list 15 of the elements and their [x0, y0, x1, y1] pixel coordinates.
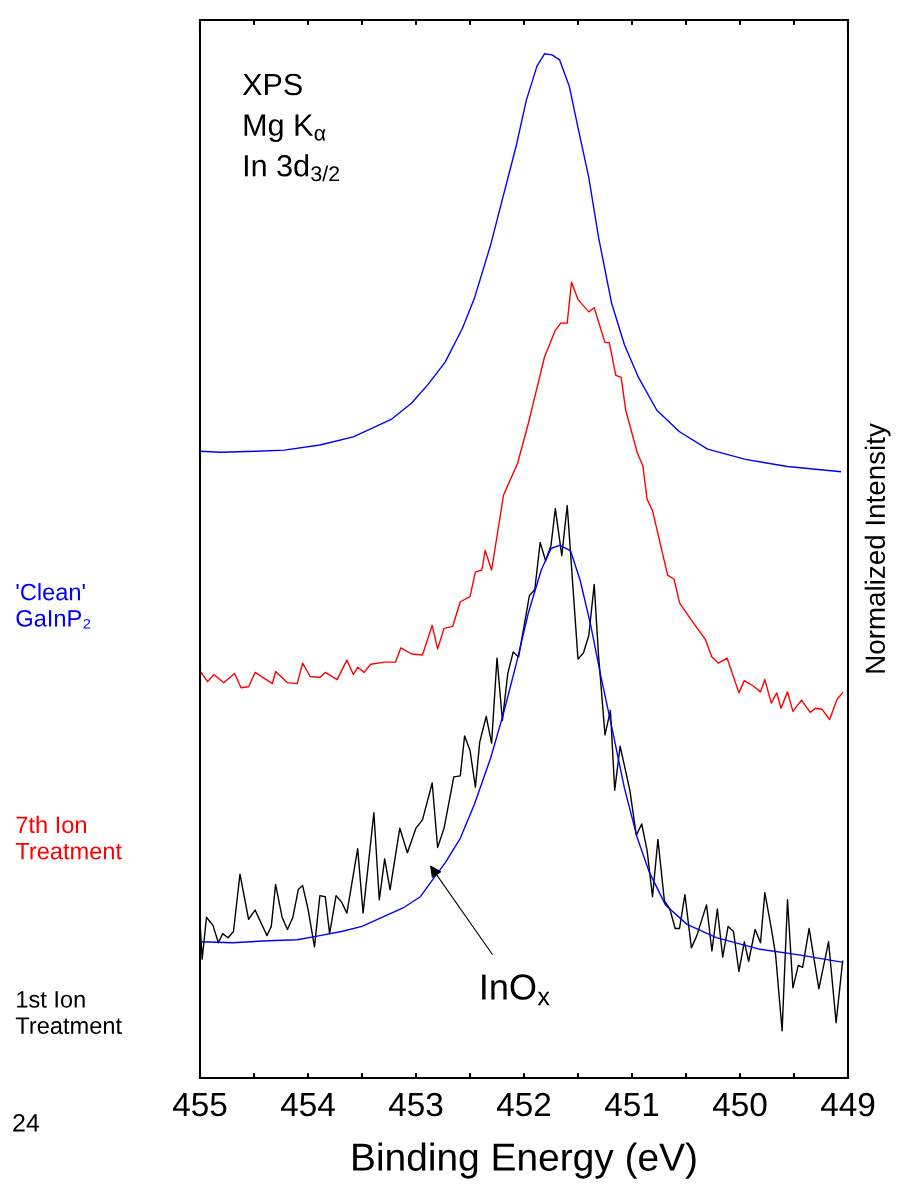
text: 1st Ion Treatment — [15, 991, 122, 1034]
annotation: XPS Mg K$_{α}$ In 3d$_{3/2}$ — [242, 73, 340, 182]
text: 7th Ion Treatment — [15, 815, 122, 860]
y-axis-title: Normalized Intensity — [864, 423, 891, 673]
x-tick-label: 450 — [712, 1092, 767, 1117]
x-tick-label: 451 — [604, 1093, 659, 1117]
x-tick-label: 454 — [280, 1093, 335, 1117]
x-tick-label: 449 — [820, 1092, 875, 1117]
text: 'Clean' GaInP₂ — [16, 583, 91, 629]
x-tick-label: 455 — [172, 1093, 227, 1117]
x-tick-label: 452 — [496, 1092, 551, 1117]
annotation: InO$_{x}$ — [482, 974, 550, 1006]
x-axis-title: Binding Energy (eV) — [353, 1142, 696, 1179]
text: 24 — [13, 1114, 40, 1132]
x-tick-label: 453 — [388, 1092, 443, 1117]
